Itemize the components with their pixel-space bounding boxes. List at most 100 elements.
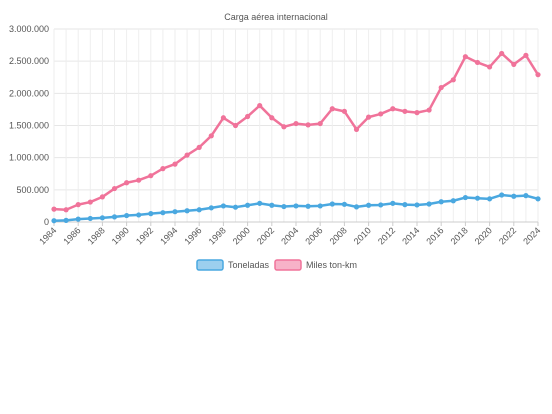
data-point[interactable] [232,204,239,210]
data-point[interactable] [366,202,372,208]
data-point[interactable] [450,77,456,83]
data-point[interactable] [63,207,69,213]
data-point[interactable] [450,198,456,204]
data-point[interactable] [317,120,323,127]
data-point[interactable] [402,108,408,114]
x-tick-label: 2022 [497,225,518,246]
data-point[interactable] [184,208,190,214]
data-point[interactable] [75,216,81,222]
x-tick-label: 2018 [449,225,470,246]
data-point[interactable] [511,193,517,199]
data-point[interactable] [462,54,468,60]
data-point[interactable] [269,202,275,208]
data-point[interactable] [160,210,166,216]
data-point[interactable] [523,193,529,199]
data-point[interactable] [99,215,105,221]
data-point[interactable] [378,111,384,117]
data-point[interactable] [414,110,420,116]
data-point[interactable] [414,202,420,208]
data-point[interactable] [208,205,214,211]
data-point[interactable] [87,199,93,205]
data-point[interactable] [269,115,275,121]
data-point[interactable] [63,217,69,223]
data-point[interactable] [341,201,347,207]
data-point[interactable] [257,102,263,109]
data-point[interactable] [390,200,396,206]
legend-swatch [196,259,224,271]
data-point[interactable] [487,196,493,202]
data-point[interactable] [51,206,57,212]
legend-item[interactable]: Miles ton-km [274,259,357,271]
data-point[interactable] [402,202,408,208]
legend-item[interactable]: Toneladas [196,259,270,271]
x-tick-label: 1992 [134,225,155,246]
data-point[interactable] [220,115,226,121]
data-point[interactable] [474,195,481,201]
data-point[interactable] [474,59,481,66]
data-point[interactable] [535,72,541,78]
data-point[interactable] [172,161,178,167]
data-point[interactable] [232,122,239,129]
data-point[interactable] [390,106,396,112]
data-point[interactable] [353,126,360,132]
data-point[interactable] [462,194,468,201]
data-point[interactable] [160,166,166,172]
data-point[interactable] [353,204,360,210]
data-point[interactable] [124,212,130,219]
data-point[interactable] [148,211,154,217]
data-point[interactable] [293,203,299,209]
data-point[interactable] [172,209,178,215]
data-point[interactable] [148,173,154,179]
data-point[interactable] [366,114,372,120]
data-point[interactable] [499,50,505,57]
data-point[interactable] [111,214,118,220]
series-toneladas [51,192,541,224]
data-point[interactable] [438,84,444,91]
data-point[interactable] [535,196,541,202]
data-point[interactable] [305,122,311,128]
data-point[interactable] [245,113,251,120]
data-point[interactable] [208,133,214,139]
data-point[interactable] [281,124,287,130]
data-point[interactable] [136,177,142,183]
data-point[interactable] [487,64,493,70]
x-tick-label: 2024 [521,225,542,246]
data-point[interactable] [426,201,432,207]
x-tick-label: 2012 [376,225,397,246]
data-point[interactable] [184,152,190,158]
x-tick-label: 1984 [37,225,58,246]
data-point[interactable] [438,199,444,205]
data-point[interactable] [111,185,118,192]
data-point[interactable] [51,218,57,224]
grid [53,28,539,223]
data-point[interactable] [245,202,251,208]
data-point[interactable] [426,107,432,113]
data-point[interactable] [87,215,93,222]
data-point[interactable] [257,200,263,206]
x-tick-label: 2014 [400,225,421,246]
data-point[interactable] [329,201,335,207]
data-point[interactable] [329,106,335,112]
data-point[interactable] [196,207,202,213]
data-point[interactable] [99,194,105,200]
data-point[interactable] [305,203,311,209]
x-tick-label: 2016 [424,225,445,246]
data-point[interactable] [281,203,287,210]
data-point[interactable] [75,202,81,208]
data-point[interactable] [136,212,142,218]
data-point[interactable] [341,108,347,114]
x-tick-label: 2010 [352,225,373,246]
y-tick-label: 3.000.000 [9,24,49,34]
data-point[interactable] [220,203,226,209]
data-point[interactable] [499,192,505,198]
data-point[interactable] [317,203,323,209]
data-point[interactable] [523,52,529,58]
data-point[interactable] [378,202,384,208]
legend: Toneladas Miles ton-km [196,259,357,271]
data-point[interactable] [196,144,202,150]
data-point[interactable] [511,61,517,67]
data-point[interactable] [124,180,130,186]
data-point[interactable] [293,120,299,127]
y-tick-label: 1.000.000 [9,153,49,163]
